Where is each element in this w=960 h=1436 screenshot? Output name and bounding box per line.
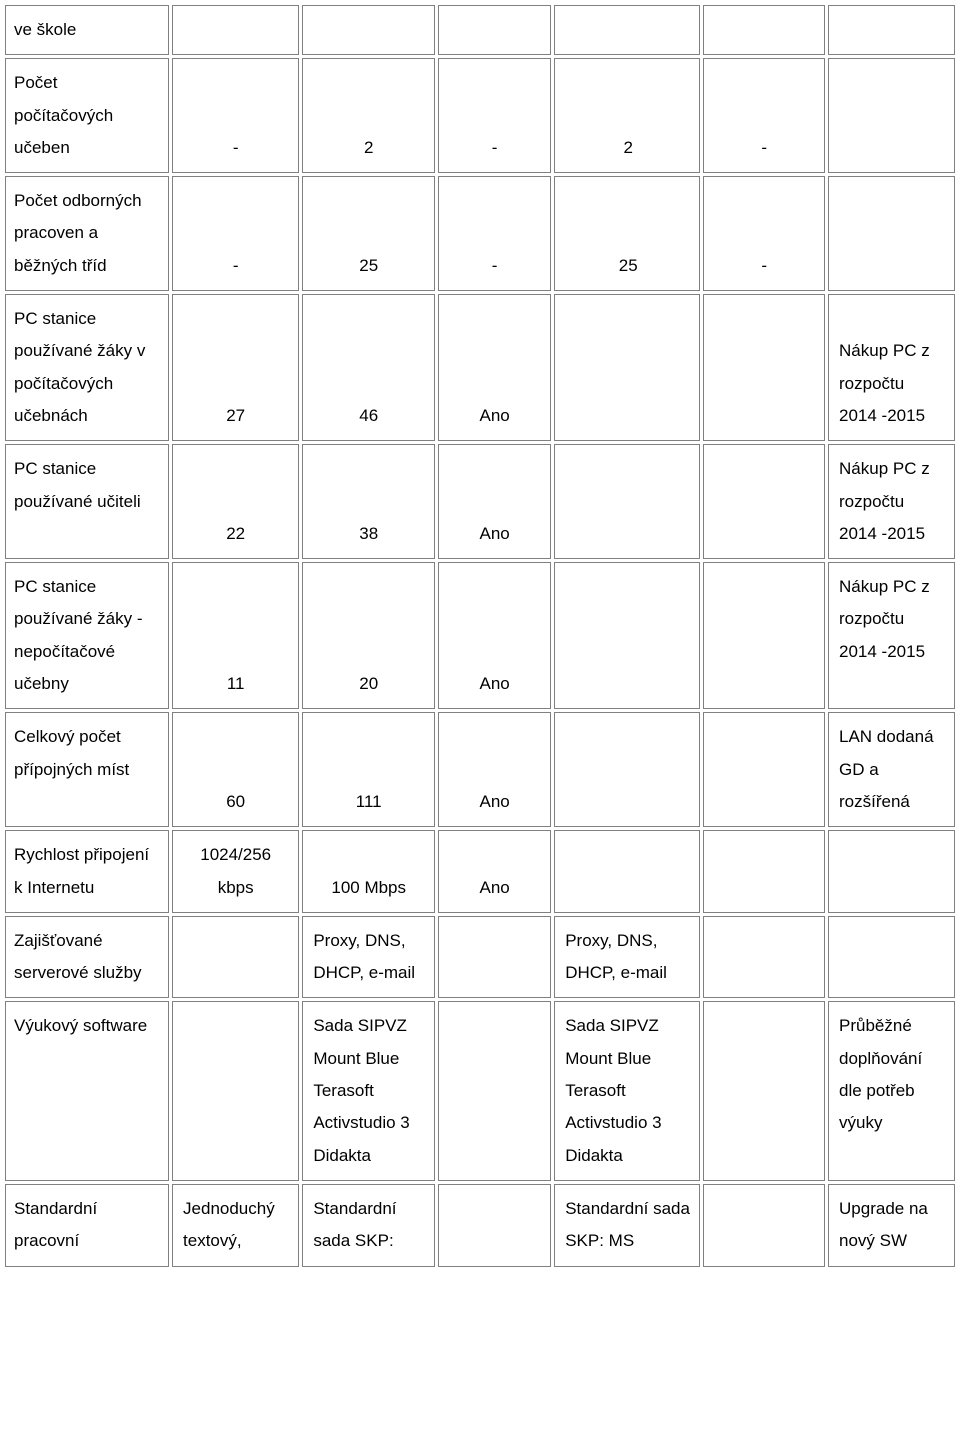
cell <box>172 916 299 999</box>
cell: - <box>172 58 299 173</box>
cell: Nákup PC z rozpočtu 2014 -2015 <box>828 562 955 709</box>
cell <box>703 916 825 999</box>
cell: 25 <box>302 176 435 291</box>
cell <box>703 294 825 441</box>
cell: 27 <box>172 294 299 441</box>
cell <box>828 176 955 291</box>
cell <box>703 1184 825 1267</box>
cell <box>438 1184 551 1267</box>
cell: 22 <box>172 444 299 559</box>
cell: Ano <box>438 294 551 441</box>
row-label: ve škole <box>5 5 169 55</box>
cell <box>703 1001 825 1180</box>
table-row: Standardní pracovní Jednoduchý textový, … <box>5 1184 955 1267</box>
cell: - <box>438 58 551 173</box>
table-row: Výukový software Sada SIPVZ Mount Blue T… <box>5 1001 955 1180</box>
cell <box>828 5 955 55</box>
cell: - <box>703 176 825 291</box>
row-label: PC stanice používané žáky - nepočítačové… <box>5 562 169 709</box>
cell: 11 <box>172 562 299 709</box>
cell: - <box>172 176 299 291</box>
data-table: ve škole Počet počítačových učeben - 2 -… <box>2 2 958 1270</box>
cell <box>703 712 825 827</box>
cell: Sada SIPVZ Mount Blue Terasoft Activstud… <box>554 1001 700 1180</box>
cell: 2 <box>554 58 700 173</box>
cell: Proxy, DNS, DHCP, e-mail <box>554 916 700 999</box>
table-row: PC stanice používané učiteli 22 38 Ano N… <box>5 444 955 559</box>
cell: Ano <box>438 562 551 709</box>
table-row: Počet počítačových učeben - 2 - 2 - <box>5 58 955 173</box>
cell <box>554 294 700 441</box>
cell: Ano <box>438 444 551 559</box>
cell <box>554 562 700 709</box>
cell: - <box>438 176 551 291</box>
cell: - <box>703 58 825 173</box>
cell: 38 <box>302 444 435 559</box>
cell: Standardní sada SKP: MS <box>554 1184 700 1267</box>
cell: Průběžné doplňování dle potřeb výuky <box>828 1001 955 1180</box>
cell: 1024/256 kbps <box>172 830 299 913</box>
cell <box>554 444 700 559</box>
cell: Upgrade na nový SW <box>828 1184 955 1267</box>
row-label: Počet počítačových učeben <box>5 58 169 173</box>
cell <box>554 5 700 55</box>
table-row: PC stanice používané žáky v počítačových… <box>5 294 955 441</box>
cell: LAN dodaná GD a rozšířená <box>828 712 955 827</box>
cell <box>438 5 551 55</box>
cell <box>828 58 955 173</box>
cell <box>554 830 700 913</box>
cell: 111 <box>302 712 435 827</box>
cell: 20 <box>302 562 435 709</box>
cell <box>302 5 435 55</box>
cell: 60 <box>172 712 299 827</box>
table-row: ve škole <box>5 5 955 55</box>
cell: Nákup PC z rozpočtu 2014 -2015 <box>828 294 955 441</box>
cell: 46 <box>302 294 435 441</box>
cell <box>438 1001 551 1180</box>
cell: 25 <box>554 176 700 291</box>
cell <box>703 830 825 913</box>
cell <box>828 916 955 999</box>
row-label: PC stanice používané žáky v počítačových… <box>5 294 169 441</box>
table-row: Rychlost připojení k Internetu 1024/256 … <box>5 830 955 913</box>
row-label: PC stanice používané učiteli <box>5 444 169 559</box>
cell <box>554 712 700 827</box>
row-label: Zajišťované serverové služby <box>5 916 169 999</box>
cell: Sada SIPVZ Mount Blue Terasoft Activstud… <box>302 1001 435 1180</box>
cell <box>703 5 825 55</box>
table-row: PC stanice používané žáky - nepočítačové… <box>5 562 955 709</box>
cell <box>438 916 551 999</box>
cell <box>828 830 955 913</box>
cell <box>703 562 825 709</box>
cell: Ano <box>438 830 551 913</box>
cell <box>172 5 299 55</box>
cell: Ano <box>438 712 551 827</box>
cell <box>703 444 825 559</box>
table-row: Počet odborných pracoven a běžných tříd … <box>5 176 955 291</box>
cell: Nákup PC z rozpočtu 2014 -2015 <box>828 444 955 559</box>
table-row: Zajišťované serverové služby Proxy, DNS,… <box>5 916 955 999</box>
cell: Proxy, DNS, DHCP, e-mail <box>302 916 435 999</box>
cell <box>172 1001 299 1180</box>
cell: 100 Mbps <box>302 830 435 913</box>
row-label: Celkový počet přípojných míst <box>5 712 169 827</box>
cell: 2 <box>302 58 435 173</box>
row-label: Počet odborných pracoven a běžných tříd <box>5 176 169 291</box>
table-row: Celkový počet přípojných míst 60 111 Ano… <box>5 712 955 827</box>
row-label: Standardní pracovní <box>5 1184 169 1267</box>
row-label: Rychlost připojení k Internetu <box>5 830 169 913</box>
cell: Jednoduchý textový, <box>172 1184 299 1267</box>
row-label: Výukový software <box>5 1001 169 1180</box>
cell: Standardní sada SKP: <box>302 1184 435 1267</box>
